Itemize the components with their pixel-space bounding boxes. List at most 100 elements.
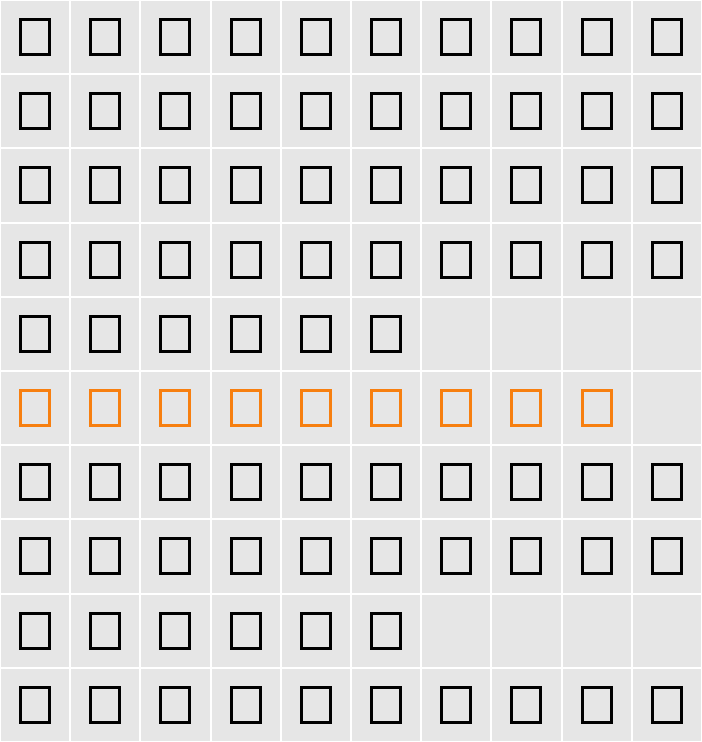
square-icon (230, 166, 262, 204)
grid-cell (281, 668, 351, 742)
square-icon (510, 92, 542, 130)
square-icon (19, 686, 51, 724)
grid-cell (0, 445, 70, 519)
square-icon (89, 612, 121, 650)
square-icon (89, 241, 121, 279)
grid-cell (140, 371, 210, 445)
square-icon (230, 315, 262, 353)
square-icon (19, 92, 51, 130)
grid-cell (211, 0, 281, 74)
square-icon (300, 18, 332, 56)
grid-cell (491, 74, 561, 148)
grid-cell (140, 297, 210, 371)
grid-cell (632, 297, 702, 371)
square-icon (300, 686, 332, 724)
square-grid (0, 0, 702, 742)
square-icon (159, 241, 191, 279)
square-icon (89, 537, 121, 575)
grid-cell (351, 445, 421, 519)
grid-cell (281, 445, 351, 519)
grid-cell (70, 74, 140, 148)
square-icon (651, 92, 683, 130)
grid-cell (421, 668, 491, 742)
square-icon (440, 92, 472, 130)
grid-cell (0, 74, 70, 148)
grid-cell (562, 594, 632, 668)
square-icon (370, 241, 402, 279)
square-icon (651, 18, 683, 56)
grid-cell (281, 297, 351, 371)
square-icon (300, 463, 332, 501)
grid-cell (140, 148, 210, 222)
grid-cell (632, 594, 702, 668)
square-icon (581, 686, 613, 724)
square-icon (651, 166, 683, 204)
square-icon (230, 18, 262, 56)
square-icon (19, 166, 51, 204)
grid-cell (0, 223, 70, 297)
square-icon (19, 463, 51, 501)
grid-cell (281, 74, 351, 148)
grid-cell (70, 0, 140, 74)
square-icon (510, 686, 542, 724)
grid-cell (491, 519, 561, 593)
grid-cell (632, 148, 702, 222)
grid-cell (351, 668, 421, 742)
grid-cell (211, 445, 281, 519)
square-icon (159, 166, 191, 204)
grid-cell (211, 148, 281, 222)
highlight-square-icon (19, 389, 51, 427)
square-icon (159, 18, 191, 56)
grid-cell (632, 668, 702, 742)
grid-cell (491, 594, 561, 668)
grid-cell (351, 223, 421, 297)
grid-cell (140, 519, 210, 593)
square-icon (581, 18, 613, 56)
square-icon (510, 463, 542, 501)
grid-cell (211, 223, 281, 297)
grid-cell (351, 0, 421, 74)
square-icon (651, 686, 683, 724)
grid-cell (140, 223, 210, 297)
square-icon (89, 463, 121, 501)
grid-cell (211, 74, 281, 148)
square-icon (370, 612, 402, 650)
grid-cell (421, 594, 491, 668)
grid-cell (632, 519, 702, 593)
grid-cell (0, 594, 70, 668)
square-icon (89, 315, 121, 353)
square-icon (89, 18, 121, 56)
grid-cell (140, 668, 210, 742)
square-icon (370, 18, 402, 56)
square-icon (300, 315, 332, 353)
square-icon (230, 537, 262, 575)
square-icon (440, 463, 472, 501)
square-icon (300, 241, 332, 279)
grid-cell (491, 223, 561, 297)
square-icon (581, 92, 613, 130)
grid-cell (0, 297, 70, 371)
square-icon (300, 612, 332, 650)
square-icon (159, 315, 191, 353)
square-icon (651, 463, 683, 501)
grid-cell (562, 371, 632, 445)
square-icon (159, 537, 191, 575)
grid-cell (211, 297, 281, 371)
grid-cell (491, 445, 561, 519)
square-icon (651, 241, 683, 279)
grid-cell (421, 445, 491, 519)
square-icon (89, 166, 121, 204)
square-icon (440, 686, 472, 724)
grid-cell (0, 148, 70, 222)
square-icon (440, 18, 472, 56)
square-icon (440, 537, 472, 575)
square-icon (159, 612, 191, 650)
square-icon (510, 166, 542, 204)
highlight-square-icon (581, 389, 613, 427)
square-icon (370, 463, 402, 501)
square-icon (370, 537, 402, 575)
grid-cell (0, 0, 70, 74)
grid-cell (140, 594, 210, 668)
square-icon (19, 315, 51, 353)
square-icon (159, 463, 191, 501)
